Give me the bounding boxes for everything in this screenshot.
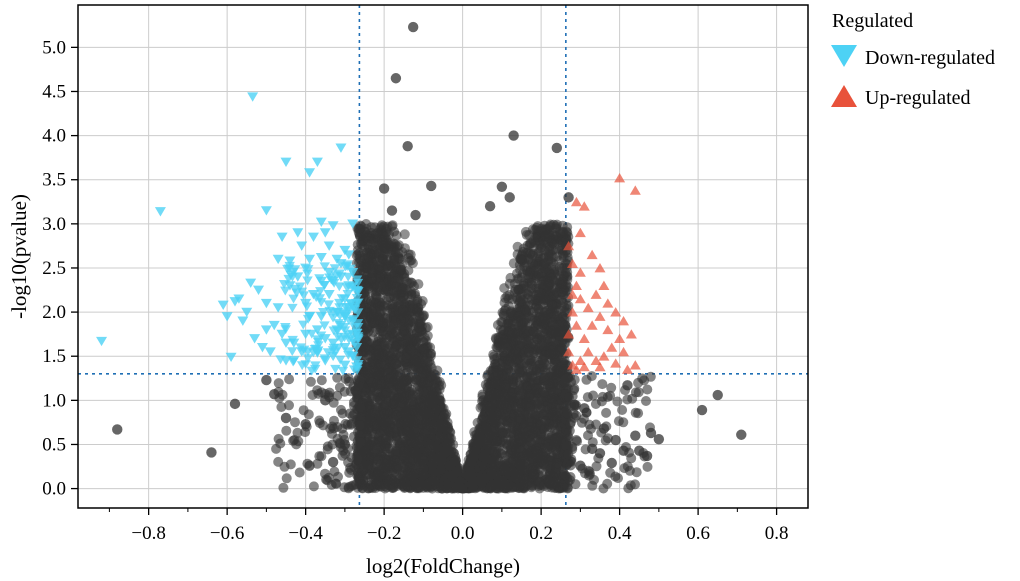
data-point-not-significant <box>547 300 558 311</box>
gridlines <box>78 5 808 508</box>
data-point-not-significant <box>509 287 520 297</box>
non-significant-points <box>112 21 747 494</box>
data-point-not-significant <box>537 448 548 459</box>
data-point-not-significant <box>404 456 415 467</box>
data-point-not-significant <box>502 291 513 302</box>
data-point-not-significant <box>515 264 526 275</box>
data-point-not-significant <box>390 445 401 456</box>
data-point-not-significant <box>410 446 421 457</box>
threshold-lines <box>78 5 808 508</box>
data-point-not-significant <box>430 383 441 394</box>
data-point-not-significant <box>366 222 377 233</box>
data-point-not-significant <box>557 263 568 273</box>
data-point-not-significant <box>387 299 398 310</box>
data-point-not-significant <box>413 279 424 290</box>
data-point-not-significant <box>418 311 429 321</box>
data-point-not-significant <box>408 405 419 416</box>
data-point-not-significant <box>399 324 410 335</box>
data-point-not-significant <box>522 270 533 281</box>
data-point-not-significant <box>540 258 551 269</box>
data-point-not-significant <box>548 320 559 331</box>
data-point-not-significant <box>363 321 374 332</box>
data-point-not-significant <box>426 348 437 359</box>
data-point-not-significant <box>485 402 496 413</box>
data-point-not-significant <box>552 219 562 230</box>
data-point-not-significant <box>373 455 384 466</box>
data-point-not-significant <box>522 448 532 459</box>
data-point-not-significant <box>520 304 531 315</box>
data-point-not-significant <box>562 303 572 314</box>
data-point-not-significant <box>562 222 573 233</box>
data-point-not-significant <box>351 250 362 261</box>
data-point-not-significant <box>508 370 519 381</box>
data-point-not-significant <box>547 410 558 421</box>
data-point-not-significant <box>390 276 401 287</box>
data-point-not-significant <box>395 262 406 273</box>
data-point-not-significant <box>489 389 500 400</box>
data-point-not-significant <box>500 382 511 393</box>
data-point-not-significant <box>419 343 430 354</box>
data-point-not-significant <box>475 402 486 413</box>
data-point-not-significant <box>519 315 530 326</box>
data-point-not-significant <box>390 359 401 369</box>
data-point-not-significant <box>480 379 491 390</box>
data-point-not-significant <box>505 272 516 283</box>
data-point-not-significant <box>543 336 553 347</box>
data-point-not-significant <box>514 407 525 417</box>
data-point-not-significant <box>413 303 424 313</box>
data-point-not-significant <box>401 352 412 363</box>
data-point-not-significant <box>419 332 430 343</box>
data-point-not-significant <box>399 229 410 240</box>
data-point-not-significant <box>505 427 516 438</box>
data-point-not-significant <box>365 415 376 426</box>
data-point-not-significant <box>495 324 506 335</box>
data-point-not-significant <box>519 280 530 291</box>
data-point-not-significant <box>367 483 378 494</box>
data-point-not-significant <box>534 437 545 448</box>
data-point-not-significant <box>529 469 540 480</box>
data-point-not-significant <box>418 386 429 397</box>
data-point-not-significant <box>560 359 570 370</box>
data-point-not-significant <box>515 376 526 387</box>
data-point-not-significant <box>497 307 508 318</box>
